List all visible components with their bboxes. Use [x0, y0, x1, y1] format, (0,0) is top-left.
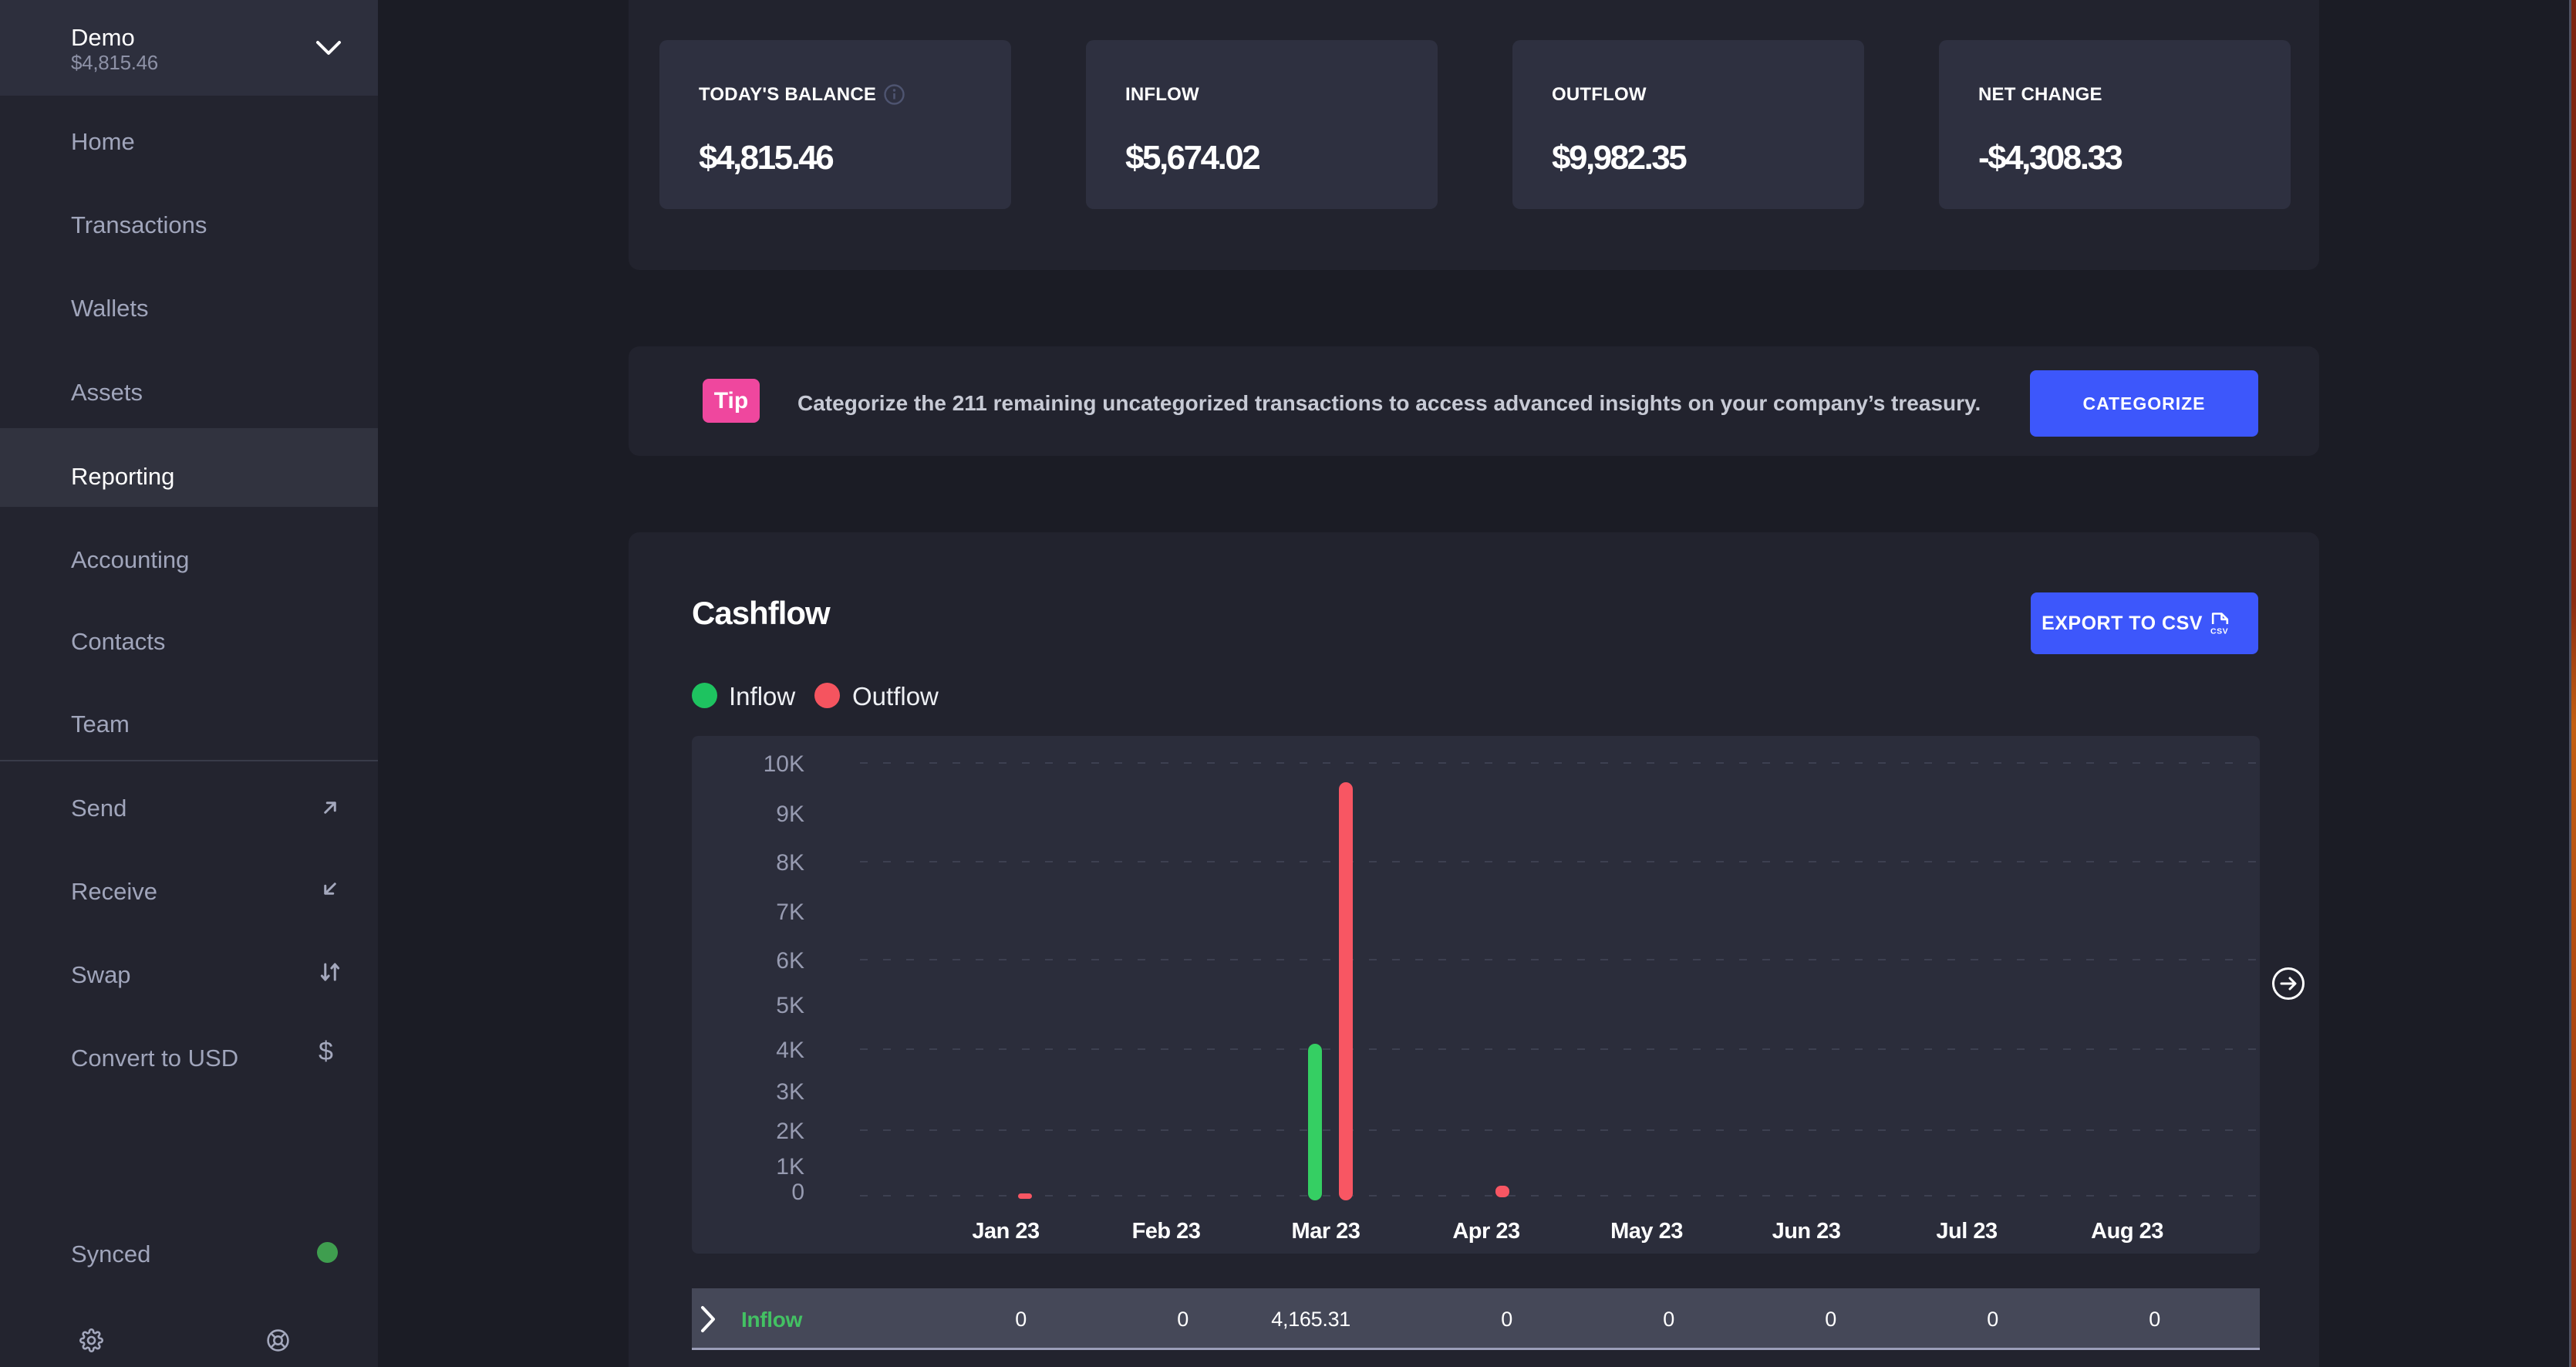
svg-text:CSV: CSV: [2210, 627, 2228, 636]
